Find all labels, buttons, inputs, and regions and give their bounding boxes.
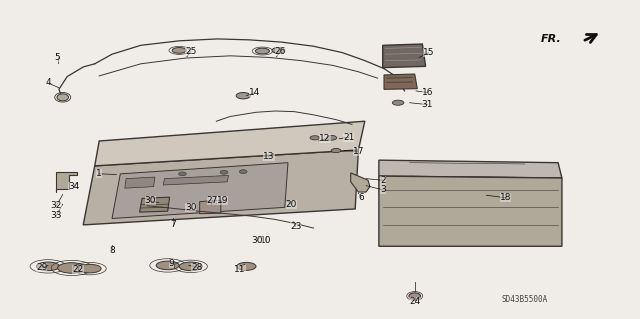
Circle shape bbox=[239, 170, 247, 174]
Text: SD43B5500A: SD43B5500A bbox=[502, 295, 548, 304]
Polygon shape bbox=[383, 44, 426, 68]
Text: 32: 32 bbox=[51, 201, 62, 210]
Text: 16: 16 bbox=[422, 88, 433, 97]
Ellipse shape bbox=[272, 48, 285, 53]
Polygon shape bbox=[379, 176, 562, 246]
Polygon shape bbox=[56, 172, 77, 192]
Circle shape bbox=[220, 170, 228, 174]
Text: 26: 26 bbox=[275, 47, 286, 56]
Text: 34: 34 bbox=[68, 182, 79, 191]
Text: 9: 9 bbox=[169, 259, 174, 268]
Text: 30: 30 bbox=[145, 197, 156, 205]
Ellipse shape bbox=[57, 94, 68, 101]
Text: 24: 24 bbox=[409, 297, 420, 306]
Text: 18: 18 bbox=[500, 193, 511, 202]
Ellipse shape bbox=[392, 100, 404, 105]
Polygon shape bbox=[384, 74, 417, 89]
Text: 5: 5 bbox=[55, 53, 60, 62]
Polygon shape bbox=[125, 177, 155, 188]
Polygon shape bbox=[351, 173, 370, 192]
Polygon shape bbox=[83, 150, 358, 225]
Text: 17: 17 bbox=[353, 147, 364, 156]
Polygon shape bbox=[140, 197, 170, 212]
Text: 7: 7 bbox=[170, 220, 175, 229]
Polygon shape bbox=[163, 175, 228, 185]
Ellipse shape bbox=[179, 262, 202, 271]
Text: 12: 12 bbox=[319, 134, 331, 143]
Ellipse shape bbox=[236, 93, 250, 99]
Ellipse shape bbox=[310, 136, 320, 140]
Text: 13: 13 bbox=[263, 152, 275, 161]
Text: 30: 30 bbox=[252, 236, 263, 245]
Text: 10: 10 bbox=[260, 236, 271, 245]
Ellipse shape bbox=[237, 262, 256, 270]
Polygon shape bbox=[112, 163, 288, 219]
Text: 15: 15 bbox=[423, 48, 435, 57]
Polygon shape bbox=[200, 200, 221, 214]
Text: 20: 20 bbox=[285, 200, 297, 209]
Ellipse shape bbox=[255, 48, 269, 54]
Text: 1: 1 bbox=[97, 169, 102, 178]
Ellipse shape bbox=[326, 136, 337, 140]
Text: 11: 11 bbox=[234, 265, 246, 274]
Text: 6: 6 bbox=[359, 193, 364, 202]
Text: 19: 19 bbox=[217, 197, 228, 205]
Text: FR.: FR. bbox=[541, 34, 562, 44]
Text: 8: 8 bbox=[109, 246, 115, 255]
Text: 3: 3 bbox=[380, 185, 385, 194]
Text: 4: 4 bbox=[45, 78, 51, 87]
Ellipse shape bbox=[156, 261, 179, 270]
Text: 23: 23 bbox=[290, 222, 301, 231]
Text: 29: 29 bbox=[36, 263, 47, 271]
Text: 31: 31 bbox=[422, 100, 433, 109]
Text: 14: 14 bbox=[249, 88, 260, 97]
Text: 33: 33 bbox=[51, 211, 62, 220]
Text: 30: 30 bbox=[185, 203, 196, 212]
Polygon shape bbox=[379, 160, 562, 178]
Ellipse shape bbox=[409, 293, 420, 299]
Polygon shape bbox=[95, 121, 365, 166]
Text: 28: 28 bbox=[191, 263, 203, 271]
Ellipse shape bbox=[58, 263, 86, 273]
Ellipse shape bbox=[332, 149, 341, 152]
Text: 21: 21 bbox=[343, 133, 355, 142]
Ellipse shape bbox=[78, 264, 101, 273]
Text: 2: 2 bbox=[380, 176, 385, 185]
Ellipse shape bbox=[36, 262, 60, 271]
Text: 27: 27 bbox=[207, 197, 218, 205]
Text: 25: 25 bbox=[185, 47, 196, 56]
Circle shape bbox=[179, 172, 186, 176]
Ellipse shape bbox=[172, 48, 186, 53]
Text: 22: 22 bbox=[72, 265, 84, 274]
